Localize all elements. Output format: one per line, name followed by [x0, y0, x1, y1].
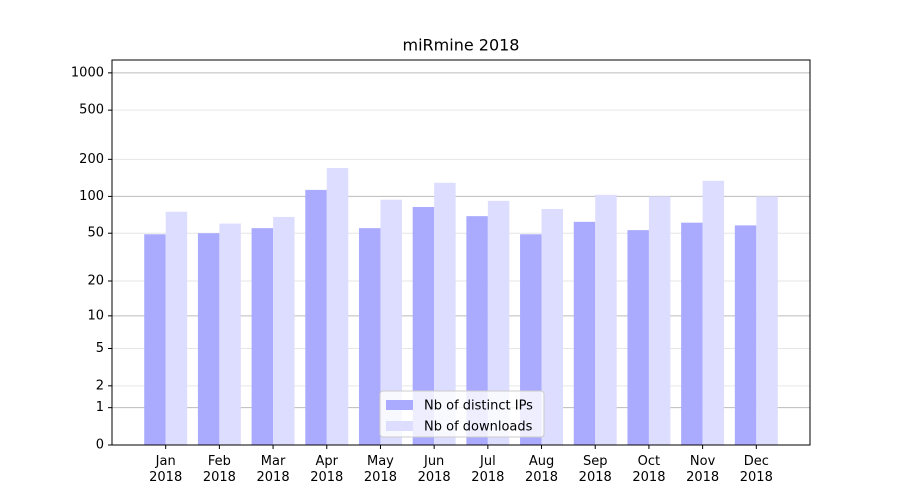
bar: [305, 189, 327, 445]
y-tick-label: 1: [96, 400, 104, 415]
x-tick-label: Feb 2018: [202, 454, 236, 485]
y-tick-label: 20: [87, 274, 104, 289]
bar: [595, 194, 617, 445]
bar: [326, 168, 349, 446]
y-tick-label: 200: [79, 152, 104, 167]
bar: [756, 196, 778, 445]
plot-frame: [111, 59, 811, 446]
y-tick-label: 0: [96, 438, 104, 453]
bar: [434, 182, 456, 445]
y-tick-label: 2: [96, 378, 104, 393]
x-tick-label: Jan 2018: [149, 454, 183, 485]
y-tick-label: 50: [87, 226, 104, 241]
x-tick-label: May 2018: [363, 454, 397, 485]
bar: [734, 225, 757, 445]
x-tick-label: Sep 2018: [578, 454, 612, 485]
legend-swatch: [386, 400, 413, 410]
bar: [251, 228, 274, 445]
legend-label: Nb of downloads: [424, 420, 533, 435]
legend-label: Nb of distinct IPs: [424, 399, 533, 414]
bar: [702, 180, 725, 445]
bar: [541, 208, 564, 445]
x-tick-label: Aug 2018: [524, 454, 559, 485]
y-tick-label: 1000: [71, 65, 104, 80]
x-tick-label: Nov 2018: [686, 454, 720, 485]
bar: [165, 211, 188, 445]
legend-swatch: [386, 421, 413, 431]
x-tick-label: Jun 2018: [417, 454, 451, 485]
chart-title: miRmine 2018: [403, 36, 520, 55]
bar: [681, 222, 703, 445]
legend-box: [379, 390, 545, 438]
x-tick-label: Dec 2018: [739, 454, 773, 485]
bar: [197, 233, 220, 445]
x-tick-label: Mar 2018: [256, 454, 290, 485]
bar: [627, 230, 649, 445]
legend: Nb of distinct IPs Nb of downloads: [379, 390, 545, 438]
bar: [358, 228, 381, 445]
bar: [144, 234, 166, 445]
y-tick-label: 100: [79, 189, 104, 204]
y-tick-label: 500: [79, 103, 104, 118]
y-tick-label: 10: [87, 308, 104, 323]
bar: [648, 196, 671, 445]
bar: [219, 223, 241, 445]
bar: [487, 200, 510, 445]
bar: [573, 221, 596, 445]
y-tick-label: 5: [96, 341, 104, 356]
bar: [412, 206, 435, 445]
bar: [380, 199, 402, 445]
x-tick-label: Apr 2018: [310, 454, 344, 485]
bar: [273, 216, 295, 445]
x-tick-label: Jul 2018: [471, 454, 505, 485]
bar: [466, 216, 488, 445]
x-tick-label: Oct 2018: [632, 454, 666, 485]
